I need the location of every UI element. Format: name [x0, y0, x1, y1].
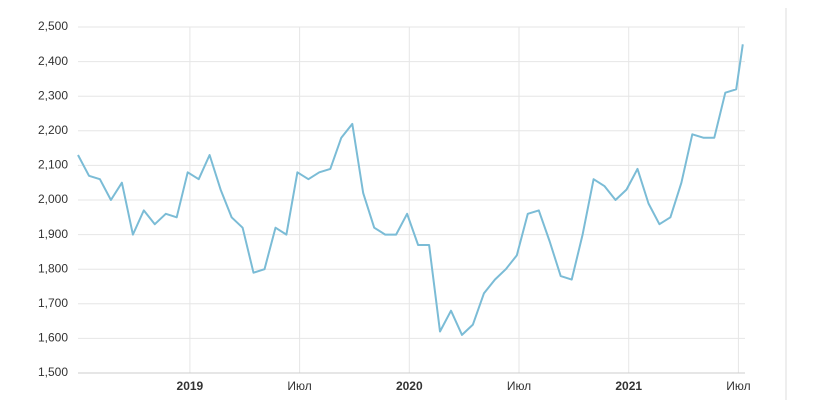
line [77, 44, 744, 336]
x-tick-label: Июл [507, 379, 531, 393]
y-tick-label: 2,100 [38, 158, 68, 172]
y-tick-label: 2,400 [38, 54, 68, 68]
y-tick-label: 1,800 [38, 261, 68, 275]
y-tick-label: 1,700 [38, 296, 68, 310]
y-tick-label: 1,500 [38, 365, 68, 379]
x-tick-label: 2020 [396, 379, 423, 393]
x-tick-label: Июл [287, 379, 311, 393]
x-tick-label: 2021 [615, 379, 642, 393]
y-tick-label: 1,900 [38, 227, 68, 241]
x-tick-label: 2019 [177, 379, 204, 393]
y-tick-label: 2,200 [38, 123, 68, 137]
y-tick-label: 2,500 [38, 19, 68, 33]
y-tick-label: 2,000 [38, 192, 68, 206]
y-tick-label: 2,300 [38, 88, 68, 102]
y-tick-label: 1,600 [38, 331, 68, 345]
x-tick-label: Июл [726, 379, 750, 393]
